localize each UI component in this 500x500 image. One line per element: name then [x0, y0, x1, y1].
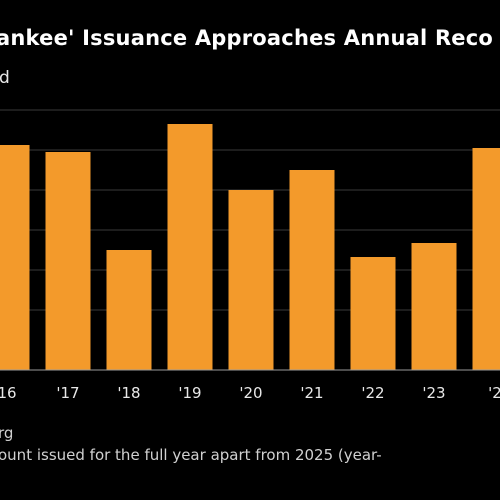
bars	[0, 124, 500, 370]
bar-2	[472, 148, 500, 370]
bar-23	[411, 243, 457, 370]
bar-19	[167, 124, 213, 370]
chart-title: ankee' Issuance Approaches Annual Reco	[0, 26, 494, 50]
x-tick-label: '17	[56, 384, 79, 402]
bar-21	[289, 170, 335, 370]
x-tick-label: '23	[422, 384, 445, 402]
x-tick-labels: 16 '17 '18 '19 '20 '21 '22 '23 '2	[0, 384, 500, 402]
bar-18	[106, 250, 152, 370]
x-tick-label: '20	[239, 384, 262, 402]
x-tick-label: '2	[488, 384, 500, 402]
x-tick-label: '18	[117, 384, 140, 402]
x-tick-label: 16	[0, 384, 17, 402]
bar-17	[45, 152, 91, 370]
bar-16	[0, 145, 30, 370]
footnote: ount issued for the full year apart from…	[0, 446, 382, 464]
bar-20	[228, 190, 274, 370]
x-tick-label: '21	[300, 384, 323, 402]
x-tick-label: '22	[361, 384, 384, 402]
bar-22	[350, 257, 396, 370]
x-tick-label: '19	[178, 384, 201, 402]
source-note: rg	[0, 424, 14, 442]
chart-subtitle: d	[0, 68, 10, 88]
